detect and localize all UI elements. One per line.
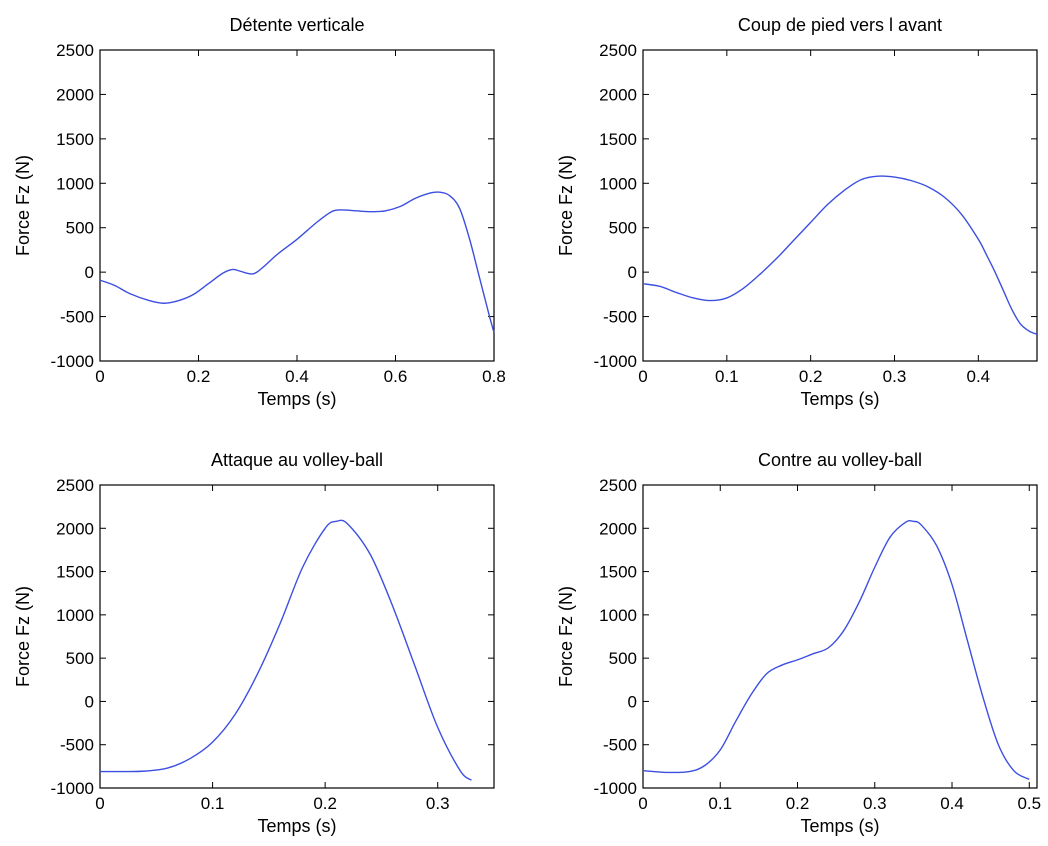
x-tick-label: 0.4: [966, 367, 990, 386]
chart-panel-3: -1000 -500 0 500 1000 1500 2000 2500 0 0.1 0.2 0.3 A…: [13, 450, 495, 836]
x-tick-label: 0: [638, 794, 647, 813]
y-tick-label: 2500: [599, 41, 637, 60]
x-tick-label: 0.3: [426, 794, 450, 813]
y-tick-label: 1000: [56, 174, 94, 193]
x-tick-label: 0.6: [384, 367, 408, 386]
y-tick-label: -1000: [594, 779, 637, 798]
plot-area: [99, 49, 495, 362]
chart-panel-1: -1000 -500 0 500 1000 1500 2000 2500 0 0.2 0.4 0.6 0…: [13, 15, 506, 409]
plot-area: [642, 484, 1038, 789]
chart-panel-4: -1000 -500 0 500 1000 1500 2000 2500 0 0.1 0.2 0.3 0…: [556, 450, 1041, 836]
x-axis-label: Temps (s): [800, 389, 879, 409]
x-tick-label: 0.1: [201, 794, 225, 813]
x-tick-label: 0.2: [313, 794, 337, 813]
x-tick-label: 0.2: [786, 794, 810, 813]
y-tick-label: 2500: [599, 476, 637, 495]
x-tick-label: 0.3: [883, 367, 907, 386]
x-axis-label: Temps (s): [800, 816, 879, 836]
y-tick-label: -1000: [51, 352, 94, 371]
y-tick-label: 500: [66, 649, 94, 668]
y-tick-label: 0: [628, 692, 637, 711]
y-tick-label: 2000: [56, 519, 94, 538]
x-tick-label: 0: [638, 367, 647, 386]
chart-title: Détente verticale: [229, 15, 364, 35]
x-tick-label: 0.5: [1017, 794, 1041, 813]
y-tick-label: 0: [628, 263, 637, 282]
x-tick-label: 0.2: [799, 367, 823, 386]
y-tick-label: 1500: [599, 130, 637, 149]
y-tick-label: 2500: [56, 476, 94, 495]
x-tick-label: 0.4: [285, 367, 309, 386]
y-tick-label: 1500: [56, 563, 94, 582]
y-tick-label: -1000: [51, 779, 94, 798]
plot-area: [642, 49, 1038, 362]
y-tick-label: 1000: [599, 606, 637, 625]
chart-title: Coup de pied vers l avant: [738, 15, 942, 35]
y-tick-label: 500: [609, 219, 637, 238]
y-tick-label: 2000: [599, 85, 637, 104]
y-tick-label: 1000: [56, 606, 94, 625]
x-tick-label: 0.2: [187, 367, 211, 386]
y-axis-label: Force Fz (N): [556, 155, 576, 256]
chart-title: Attaque au volley-ball: [211, 450, 383, 470]
y-axis-label: Force Fz (N): [13, 155, 33, 256]
y-tick-label: 500: [609, 649, 637, 668]
x-axis-label: Temps (s): [257, 389, 336, 409]
x-tick-label: 0.1: [708, 794, 732, 813]
series-line-1: [99, 519, 472, 781]
plot-area: [99, 484, 495, 789]
y-tick-label: -500: [603, 736, 637, 755]
chart-panel-2: -1000 -500 0 500 1000 1500 2000 2500 0 0.1 0.2 0.3 0…: [556, 15, 1038, 409]
series-line-1: [642, 175, 1038, 335]
y-tick-label: 0: [85, 263, 94, 282]
x-tick-label: 0: [95, 794, 104, 813]
x-tick-label: 0.8: [482, 367, 506, 386]
y-tick-label: 1500: [599, 563, 637, 582]
y-tick-label: -500: [60, 308, 94, 327]
chart-title: Contre au volley-ball: [758, 450, 922, 470]
y-tick-label: -1000: [594, 352, 637, 371]
y-tick-label: -500: [60, 736, 94, 755]
x-tick-label: 0.4: [940, 794, 964, 813]
x-tick-label: 0.1: [715, 367, 739, 386]
y-tick-label: -500: [603, 308, 637, 327]
x-tick-label: 0: [95, 367, 104, 386]
x-axis-label: Temps (s): [257, 816, 336, 836]
y-tick-label: 2500: [56, 41, 94, 60]
y-tick-label: 500: [66, 219, 94, 238]
y-axis-label: Force Fz (N): [556, 586, 576, 687]
y-tick-label: 1000: [599, 174, 637, 193]
y-tick-label: 2000: [599, 519, 637, 538]
x-tick-label: 0.3: [863, 794, 887, 813]
series-line-1: [99, 191, 495, 333]
y-tick-label: 1500: [56, 130, 94, 149]
y-axis-label: Force Fz (N): [13, 586, 33, 687]
series-line-1: [642, 519, 1030, 780]
y-tick-label: 0: [85, 692, 94, 711]
y-tick-label: 2000: [56, 85, 94, 104]
